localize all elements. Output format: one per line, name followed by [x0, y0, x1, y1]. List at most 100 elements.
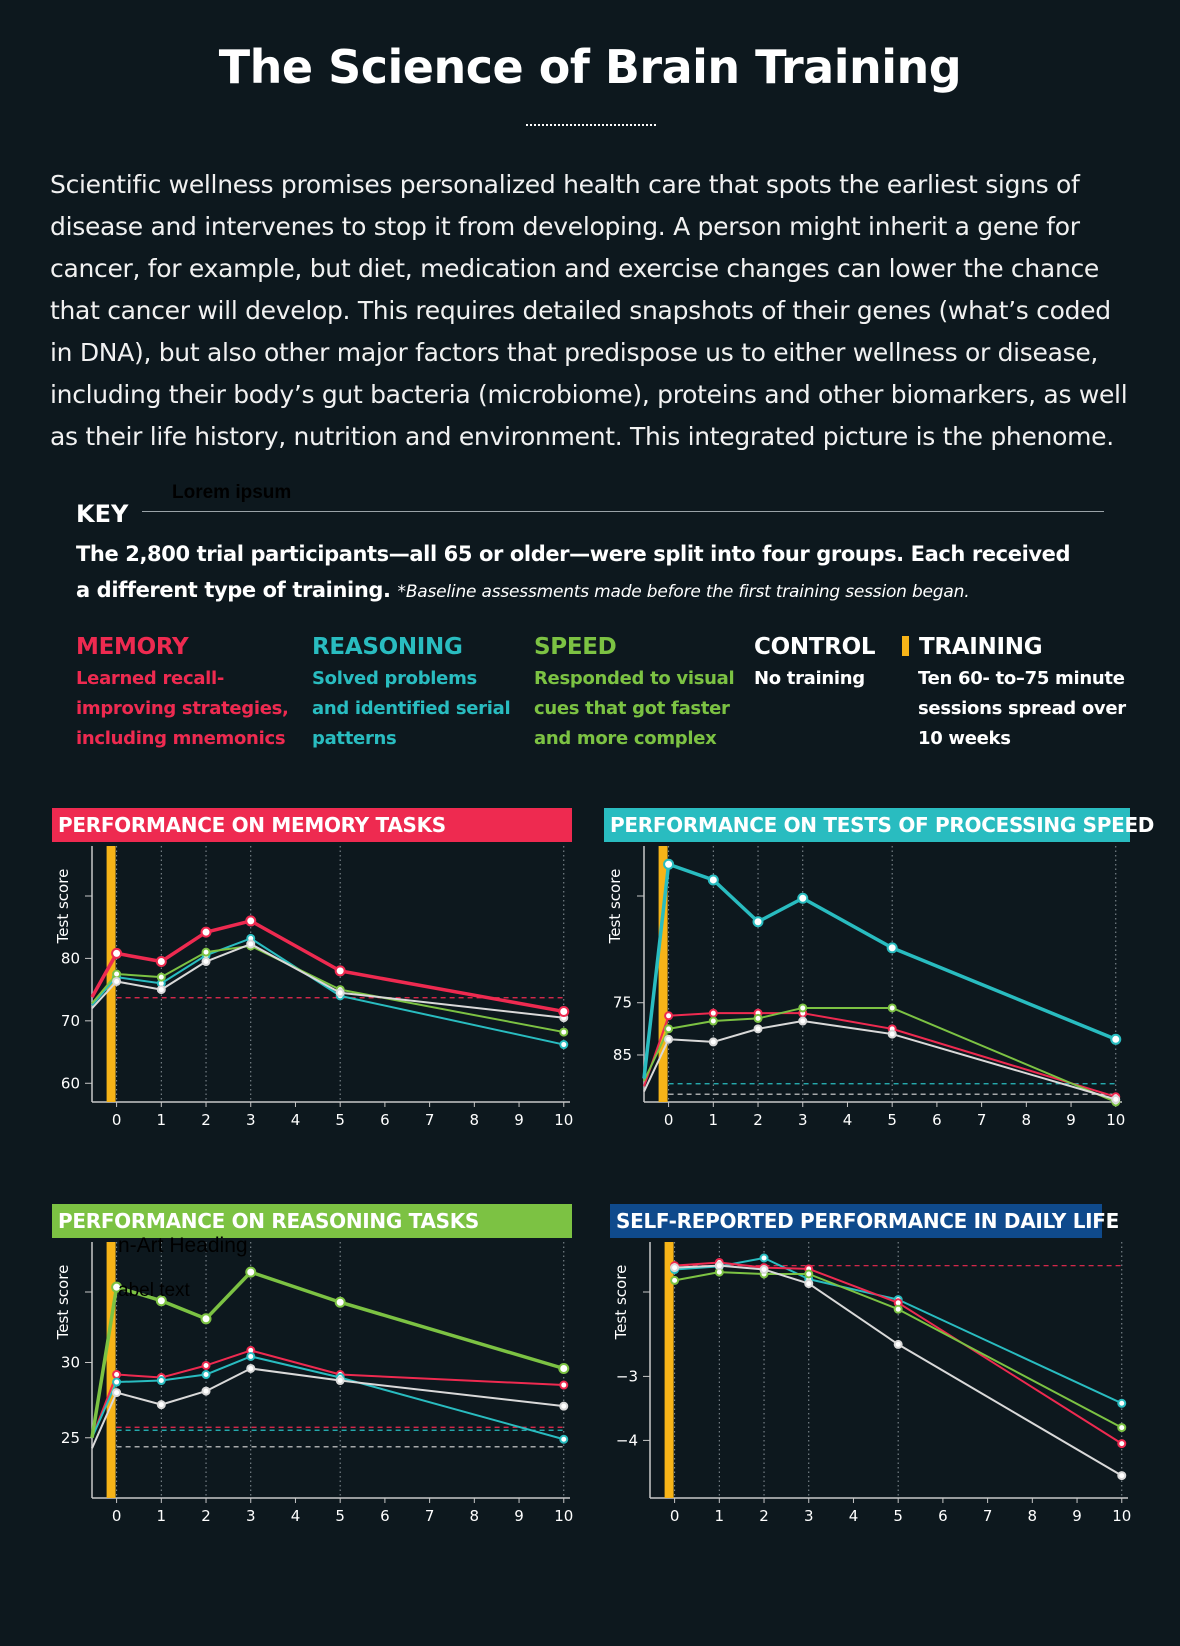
chart0-y-tick-label: 70 — [61, 1012, 80, 1030]
chart3-data-point-speed — [1117, 1423, 1127, 1433]
reasoning-chart: 0 1 2 3 4 5 6 7 8 9 10 25 30 Test score — [54, 1242, 573, 1525]
stray-placeholder-heading: n-Art Heading — [118, 1234, 248, 1257]
chart2-series-line-memory — [91, 1349, 564, 1439]
chart3-data-point-reasoning — [759, 1253, 769, 1263]
legend-control-desc: No training — [754, 664, 875, 694]
placeholder-text: Lorem ipsum — [172, 482, 292, 503]
legend-training-desc-line: Ten 60- to–75 minute — [918, 668, 1125, 689]
legend-control: CONTROL No training — [754, 634, 876, 694]
chart0-data-point-memory — [155, 956, 167, 968]
chart1-x-tick-label: 6 — [932, 1111, 942, 1129]
chart2-x-tick-label: 0 — [112, 1507, 122, 1525]
chart0-x-tick-label: 6 — [380, 1111, 390, 1129]
chart1-x-tick-label: 3 — [798, 1111, 808, 1129]
chart1-data-point-control — [887, 1029, 897, 1039]
chart2-data-point-reasoning — [201, 1370, 211, 1380]
chart2-y-tick-label: 25 — [61, 1429, 80, 1447]
chart1-x-tick-label: 4 — [843, 1111, 853, 1129]
chart1-series-line-reasoning — [642, 862, 1117, 1079]
chart0-data-point-control — [335, 988, 345, 998]
chart1-data-point-speed — [887, 1003, 897, 1013]
chart1-data-point-reasoning — [886, 942, 898, 954]
chart3-x-tick-label: 8 — [1028, 1507, 1038, 1525]
chart1-x-tick-label: 8 — [1022, 1111, 1032, 1129]
chart2-y-tick-label: 30 — [61, 1353, 80, 1371]
chart3-data-point-memory — [1117, 1439, 1127, 1449]
chart3-series-line-speed — [674, 1271, 1123, 1429]
chart0-x-tick-label: 10 — [554, 1111, 573, 1129]
legend-memory-desc-line: improving strategies, — [76, 698, 289, 719]
chart1-data-point-memory — [708, 1008, 718, 1018]
chart0-data-point-speed — [112, 969, 122, 979]
legend-reasoning: REASONING Solved problems and identified… — [312, 634, 511, 754]
chart0-y-tick-label: 80 — [61, 949, 80, 967]
legend-reasoning-desc-line: and identified serial — [312, 698, 511, 719]
chart1-x-tick-label: 7 — [977, 1111, 987, 1129]
chart0-data-point-speed — [156, 972, 166, 982]
chart3-data-point-reasoning — [1117, 1398, 1127, 1408]
chart1-series-line-control — [643, 1020, 1117, 1101]
key-divider — [142, 511, 1104, 512]
chart0-x-tick-label: 4 — [291, 1111, 301, 1129]
chart3-data-point-control — [1117, 1471, 1127, 1481]
chart1-data-point-reasoning — [707, 874, 719, 886]
chart2-x-tick-label: 7 — [425, 1507, 435, 1525]
title-divider — [526, 124, 656, 126]
chart1-y-tick-label: 75 — [613, 994, 632, 1012]
chart3-data-point-speed — [893, 1304, 903, 1314]
legend-control-desc-line: No training — [754, 668, 865, 689]
legend-training-name: TRAINING — [919, 634, 1043, 660]
chart1-training-bar — [658, 846, 668, 1102]
legend-reasoning-name: REASONING — [312, 634, 463, 660]
chart3-data-point-control — [670, 1263, 680, 1273]
legend-control-name: CONTROL — [754, 634, 876, 660]
chart2-data-point-speed — [111, 1281, 123, 1293]
chart2-x-tick-label: 4 — [291, 1507, 301, 1525]
chart2-data-point-memory — [112, 1370, 122, 1380]
chart0-data-point-speed — [559, 1027, 569, 1037]
chart2-data-point-control — [246, 1363, 256, 1373]
training-marker-icon — [902, 636, 909, 656]
key-description: The 2,800 trial participants—all 65 or o… — [76, 536, 1086, 610]
chart1-data-point-reasoning — [797, 892, 809, 904]
chart3-x-tick-label: 6 — [938, 1507, 948, 1525]
chart-title-speed: PERFORMANCE ON TESTS OF PROCESSING SPEED — [604, 808, 1154, 842]
chart-title-memory: PERFORMANCE ON MEMORY TASKS — [52, 808, 572, 842]
chart3-series-line-control — [674, 1264, 1123, 1477]
chart2-data-point-memory — [201, 1360, 211, 1370]
chart3-data-point-speed — [670, 1275, 680, 1285]
chart2-x-tick-label: 5 — [335, 1507, 345, 1525]
chart0-data-point-control — [112, 976, 122, 986]
chart0-y-axis-label: Test score — [54, 869, 72, 945]
chart3-x-tick-label: 2 — [759, 1507, 769, 1525]
chart3-y-tick-label: −3 — [616, 1367, 638, 1385]
chart1-data-point-control — [1111, 1094, 1121, 1104]
chart2-data-point-control — [559, 1401, 569, 1411]
chart3-data-point-control — [714, 1261, 724, 1271]
chart0-data-point-memory — [111, 947, 123, 959]
chart1-x-tick-label: 2 — [753, 1111, 763, 1129]
page-title: The Science of Brain Training — [218, 40, 962, 94]
chart1-data-point-memory — [664, 1011, 674, 1021]
legend-training-desc-line: 10 weeks — [918, 728, 1011, 749]
chart2-x-tick-label: 1 — [157, 1507, 167, 1525]
legend-speed-desc: Responded to visual cues that got faster… — [534, 664, 735, 754]
chart0-x-tick-label: 2 — [201, 1111, 211, 1129]
chart3-x-tick-label: 9 — [1072, 1507, 1082, 1525]
chart1-data-point-speed — [798, 1003, 808, 1013]
chart2-x-tick-label: 2 — [201, 1507, 211, 1525]
chart1-x-tick-label: 10 — [1106, 1111, 1125, 1129]
legend-memory-desc-line: Learned recall- — [76, 668, 225, 689]
intro-paragraph: Scientific wellness promises personalize… — [50, 170, 1128, 451]
stray-placeholder-label: abel text — [118, 1280, 190, 1301]
chart1-data-point-speed — [708, 1016, 718, 1026]
chart2-data-point-speed — [200, 1313, 212, 1325]
chart2-y-axis-label: Test score — [54, 1265, 72, 1341]
chart0-x-tick-label: 0 — [112, 1111, 122, 1129]
chart0-data-point-control — [246, 939, 256, 949]
legend-training-desc-line: sessions spread over — [918, 698, 1126, 719]
chart3-y-axis-label: Test score — [612, 1265, 630, 1341]
chart2-x-tick-label: 8 — [470, 1507, 480, 1525]
chart2-data-point-control — [156, 1400, 166, 1410]
chart1-y-axis-label: Test score — [606, 869, 624, 945]
